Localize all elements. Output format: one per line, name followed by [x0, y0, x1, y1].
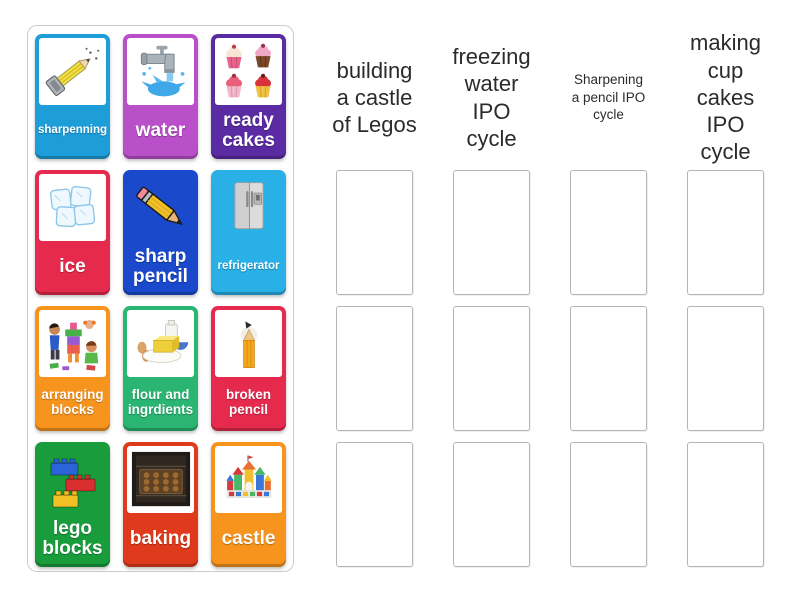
- group-title: making cup cakes IPO cycle: [690, 30, 761, 165]
- group-column-3: Sharpening a pencil IPO cycle: [550, 25, 667, 578]
- card-label: broken pencil: [225, 387, 271, 417]
- card-label: ice: [59, 255, 86, 277]
- refrigerator-icon: [215, 174, 282, 241]
- group-column-2: freezing water IPO cycle: [433, 25, 550, 578]
- card-label: flour and ingrdients: [127, 387, 194, 417]
- card-refrigerator[interactable]: refrigerator: [211, 170, 286, 295]
- drop-slot-3-2[interactable]: [570, 306, 647, 431]
- card-arranging-blocks[interactable]: arranging blocks: [35, 306, 110, 431]
- card-ready-cakes[interactable]: ready cakes: [211, 34, 286, 159]
- toy-castle-icon: [215, 446, 282, 513]
- lego-bricks-icon: [39, 446, 106, 513]
- card-label: sharpenning: [38, 124, 108, 137]
- card-baking[interactable]: baking: [123, 442, 198, 567]
- baking-ingredients-icon: [127, 310, 194, 377]
- cupcakes-icon: [215, 38, 282, 105]
- card-bank: sharpenning water ready cakes ice sharp …: [27, 25, 294, 572]
- broken-pencil-icon: [215, 310, 282, 377]
- drop-slot-4-2[interactable]: [687, 306, 764, 431]
- card-sharpenning[interactable]: sharpenning: [35, 34, 110, 159]
- drop-slot-4-1[interactable]: [687, 170, 764, 295]
- drop-slot-4-3[interactable]: [687, 442, 764, 567]
- card-sharp-pencil[interactable]: sharp pencil: [123, 170, 198, 295]
- card-label: refrigerator: [217, 260, 280, 273]
- card-flour-and-ingrdients[interactable]: flour and ingrdients: [123, 306, 198, 431]
- card-label: sharp pencil: [133, 245, 188, 287]
- card-label: castle: [221, 527, 276, 549]
- drop-slot-2-1[interactable]: [453, 170, 530, 295]
- drop-slot-3-1[interactable]: [570, 170, 647, 295]
- drop-slot-1-1[interactable]: [336, 170, 413, 295]
- ice-cubes-icon: [39, 174, 106, 241]
- sharp-pencil-icon: [127, 174, 194, 241]
- drop-slot-2-3[interactable]: [453, 442, 530, 567]
- drop-slot-3-3[interactable]: [570, 442, 647, 567]
- drop-slot-2-2[interactable]: [453, 306, 530, 431]
- card-label: lego blocks: [42, 517, 103, 559]
- drop-slot-1-2[interactable]: [336, 306, 413, 431]
- faucet-water-icon: [127, 38, 194, 105]
- card-label: baking: [129, 527, 192, 549]
- card-lego-blocks[interactable]: lego blocks: [35, 442, 110, 567]
- group-column-4: making cup cakes IPO cycle: [667, 25, 784, 578]
- group-title: freezing water IPO cycle: [452, 43, 531, 151]
- drop-slot-1-3[interactable]: [336, 442, 413, 567]
- oven-cookies-icon: [127, 446, 194, 513]
- group-columns: building a castle of Legos freezing water…: [316, 25, 786, 578]
- pencil-sharpener-icon: [39, 38, 106, 105]
- group-column-1: building a castle of Legos: [316, 25, 433, 578]
- kids-arranging-blocks-icon: [39, 310, 106, 377]
- card-broken-pencil[interactable]: broken pencil: [211, 306, 286, 431]
- card-label: arranging blocks: [41, 387, 104, 417]
- group-title: building a castle of Legos: [332, 57, 417, 138]
- card-ice[interactable]: ice: [35, 170, 110, 295]
- card-label: ready cakes: [222, 109, 275, 151]
- card-water[interactable]: water: [123, 34, 198, 159]
- group-title: Sharpening a pencil IPO cycle: [571, 72, 646, 123]
- card-label: water: [135, 119, 186, 141]
- card-castle[interactable]: castle: [211, 442, 286, 567]
